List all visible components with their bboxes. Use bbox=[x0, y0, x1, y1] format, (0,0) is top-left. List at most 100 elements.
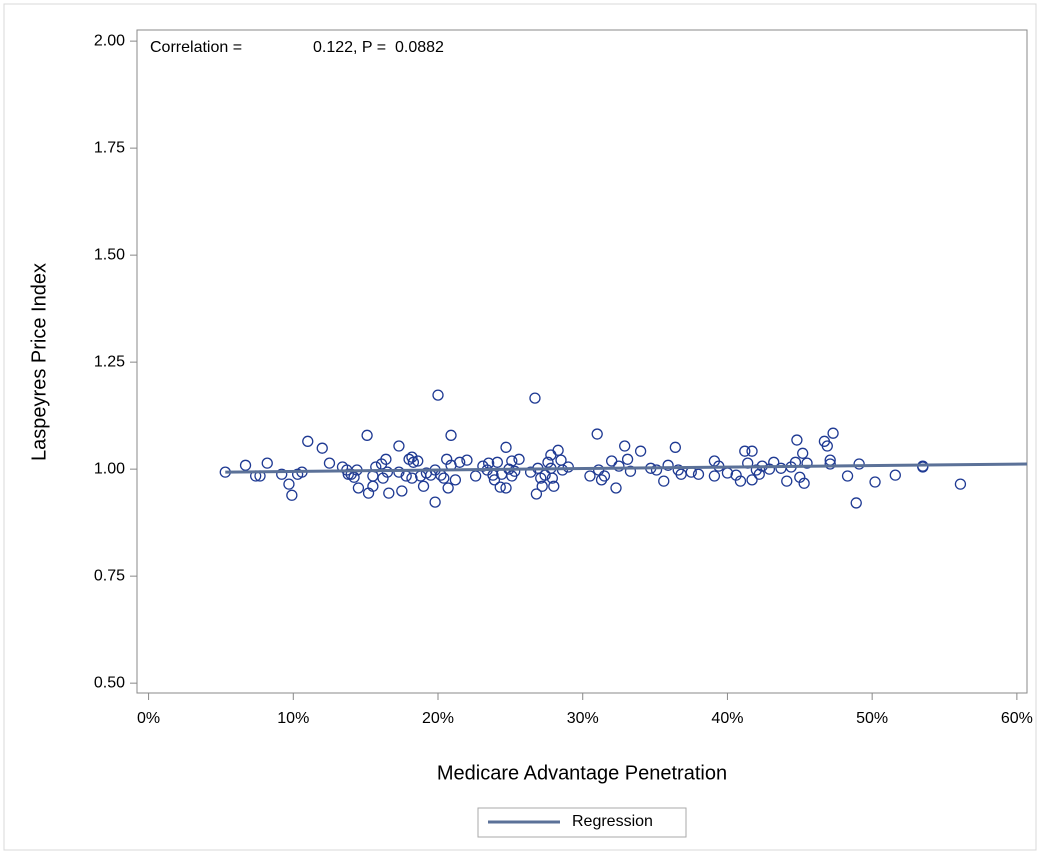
point bbox=[610, 482, 622, 494]
regression-line bbox=[225, 462, 1028, 474]
point bbox=[286, 489, 298, 501]
point bbox=[381, 466, 394, 478]
point bbox=[488, 474, 501, 486]
y-tick-label: 0.50 bbox=[94, 674, 125, 691]
point bbox=[598, 470, 611, 482]
y-tick-label: 1.25 bbox=[94, 353, 125, 370]
point bbox=[383, 487, 395, 499]
frame bbox=[3, 3, 1037, 851]
point bbox=[708, 470, 721, 482]
point bbox=[669, 441, 681, 453]
point bbox=[889, 469, 901, 481]
point bbox=[500, 441, 512, 453]
x-axis-label: Medicare Advantage Penetration bbox=[437, 762, 727, 784]
plot-area bbox=[136, 29, 1028, 694]
point bbox=[827, 427, 839, 439]
y-tick-label: 1.00 bbox=[94, 460, 125, 477]
point bbox=[406, 472, 418, 484]
point bbox=[449, 474, 462, 486]
y-tick-label: 0.75 bbox=[94, 567, 125, 584]
point bbox=[542, 456, 554, 468]
point bbox=[429, 496, 441, 508]
y-tick-label: 1.50 bbox=[94, 246, 125, 263]
x-tick-label: 40% bbox=[711, 710, 743, 727]
x-tick-label: 0% bbox=[137, 710, 160, 727]
point bbox=[734, 475, 747, 487]
x-tick-label: 50% bbox=[856, 710, 888, 727]
point bbox=[781, 475, 793, 487]
point bbox=[824, 458, 836, 470]
point bbox=[797, 447, 809, 459]
point bbox=[396, 485, 408, 497]
point bbox=[461, 454, 473, 466]
point bbox=[393, 440, 405, 452]
point bbox=[619, 440, 631, 452]
point bbox=[546, 472, 558, 484]
point bbox=[621, 453, 634, 465]
point bbox=[692, 468, 705, 480]
point bbox=[261, 457, 273, 469]
point bbox=[352, 482, 365, 494]
point bbox=[954, 478, 967, 490]
point bbox=[407, 456, 420, 468]
point bbox=[276, 468, 288, 480]
point bbox=[658, 475, 670, 487]
point bbox=[406, 451, 418, 463]
point bbox=[591, 428, 603, 440]
point bbox=[491, 456, 503, 468]
point bbox=[513, 453, 525, 465]
point bbox=[548, 480, 560, 492]
x-tick-label: 20% bbox=[422, 710, 454, 727]
point bbox=[746, 445, 758, 457]
annotation: 0.122, P = 0.0882 bbox=[313, 39, 444, 56]
point bbox=[432, 389, 444, 401]
point bbox=[841, 470, 854, 482]
point bbox=[417, 480, 430, 492]
point bbox=[345, 468, 357, 480]
point bbox=[361, 429, 373, 441]
point bbox=[821, 440, 833, 452]
point bbox=[509, 465, 521, 477]
point bbox=[380, 453, 392, 465]
point bbox=[562, 461, 574, 473]
point bbox=[529, 392, 541, 404]
y-tick-label: 1.75 bbox=[94, 139, 125, 156]
point bbox=[302, 435, 314, 447]
point bbox=[454, 456, 466, 468]
x-tick-label: 30% bbox=[567, 710, 599, 727]
point bbox=[412, 455, 424, 467]
point bbox=[853, 458, 865, 470]
point bbox=[801, 457, 813, 469]
point bbox=[634, 445, 647, 457]
point bbox=[746, 474, 758, 486]
legend-label: Regression bbox=[572, 813, 653, 830]
point bbox=[869, 476, 881, 488]
point bbox=[239, 459, 252, 471]
point bbox=[283, 478, 295, 490]
y-axis-label: Laspeyres Price Index bbox=[28, 263, 50, 461]
point bbox=[536, 480, 548, 492]
point bbox=[530, 488, 543, 500]
point bbox=[438, 472, 450, 484]
point bbox=[445, 429, 457, 441]
point bbox=[662, 459, 674, 471]
point bbox=[506, 455, 518, 467]
point bbox=[323, 457, 336, 469]
point bbox=[753, 468, 765, 480]
x-tick-label: 10% bbox=[277, 710, 309, 727]
annotation: Correlation = bbox=[150, 39, 242, 56]
point bbox=[850, 497, 862, 509]
point bbox=[624, 465, 637, 477]
point bbox=[494, 481, 506, 493]
point bbox=[798, 477, 810, 489]
point bbox=[584, 470, 596, 482]
x-tick-label: 60% bbox=[1001, 710, 1033, 727]
point bbox=[739, 445, 751, 457]
point bbox=[791, 434, 803, 446]
point bbox=[650, 464, 663, 476]
point bbox=[442, 482, 454, 494]
point bbox=[500, 482, 512, 494]
y-tick-label: 2.00 bbox=[94, 32, 125, 49]
